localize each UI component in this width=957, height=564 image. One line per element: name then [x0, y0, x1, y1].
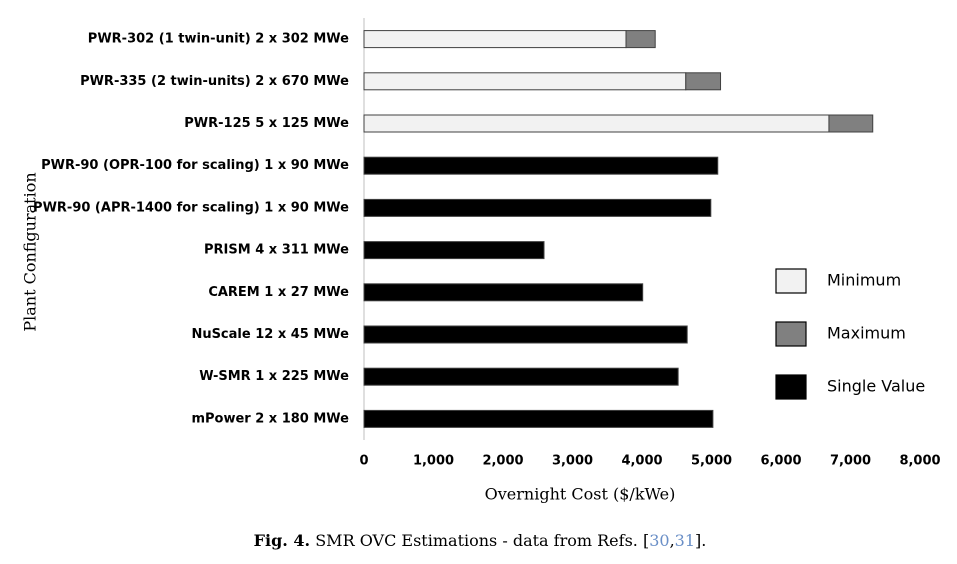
legend-swatch: [775, 374, 807, 400]
legend-label: Single Value: [827, 377, 925, 396]
x-axis-label: Overnight Cost ($/kWe): [485, 485, 676, 504]
x-tick-label: 2,000: [482, 454, 523, 469]
y-tick-label: PWR-335 (2 twin-units) 2 x 670 MWe: [80, 74, 349, 89]
bar: [363, 114, 830, 133]
legend-label: Minimum: [827, 271, 901, 290]
y-tick-label: PRISM 4 x 311 MWe: [204, 243, 349, 258]
x-tick-label: 7,000: [830, 454, 871, 469]
caption-text: ,: [670, 531, 675, 550]
bar: [685, 72, 722, 91]
y-axis-label: Plant Configuration: [21, 172, 40, 331]
bar: [363, 72, 687, 91]
x-tick-label: 0: [359, 454, 368, 469]
bar: [363, 241, 545, 260]
x-tick-label: 6,000: [760, 454, 801, 469]
y-tick-label: W-SMR 1 x 225 MWe: [199, 369, 349, 384]
bar: [363, 30, 627, 49]
bar: [363, 367, 679, 386]
y-tick-label: PWR-90 (OPR-100 for scaling) 1 x 90 MWe: [41, 158, 349, 173]
bar: [363, 325, 688, 344]
bar: [363, 156, 719, 175]
x-tick-label: 5,000: [691, 454, 732, 469]
caption-text: SMR OVC Estimations - data from Refs. [: [315, 531, 649, 550]
caption-text: ].: [695, 531, 706, 550]
legend-swatch: [775, 321, 807, 347]
bar: [363, 409, 714, 428]
legend-label: Maximum: [827, 324, 906, 343]
bar: [625, 30, 656, 49]
y-tick-label: PWR-90 (APR-1400 for scaling) 1 x 90 MWe: [33, 200, 349, 215]
y-tick-label: PWR-302 (1 twin-unit) 2 x 302 MWe: [88, 32, 349, 47]
caption-ref: 31: [675, 531, 695, 550]
y-tick-label: NuScale 12 x 45 MWe: [191, 327, 349, 342]
x-tick-label: 4,000: [621, 454, 662, 469]
caption-ref: 30: [649, 531, 669, 550]
y-tick-label: CAREM 1 x 27 MWe: [208, 285, 349, 300]
x-tick-label: 1,000: [413, 454, 454, 469]
legend-swatch: [775, 268, 807, 294]
caption: Fig. 4. SMR OVC Estimations - data from …: [254, 531, 707, 550]
bar: [828, 114, 874, 133]
y-tick-label: PWR-125 5 x 125 MWe: [184, 116, 349, 131]
x-tick-label: 8,000: [899, 454, 940, 469]
bar: [363, 198, 712, 217]
caption-label: Fig. 4.: [254, 531, 310, 550]
y-tick-label: mPower 2 x 180 MWe: [191, 411, 349, 426]
bar: [363, 283, 644, 302]
x-tick-label: 3,000: [552, 454, 593, 469]
